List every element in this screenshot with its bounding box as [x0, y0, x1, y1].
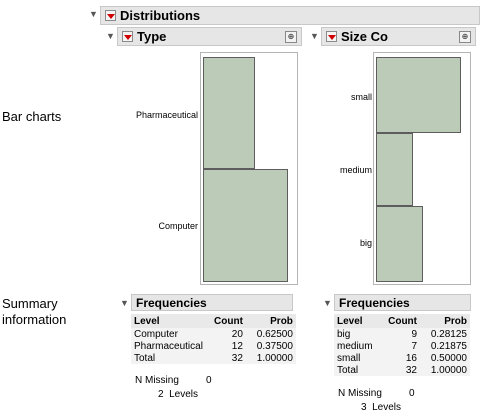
type-tick-computer: Computer [158, 221, 198, 231]
table-row: small 16 0.50000 [334, 352, 470, 364]
count-cell: 9 [380, 328, 420, 340]
table-row: Total 32 1.00000 [131, 352, 296, 364]
report-options-icon[interactable]: ⊕ [459, 30, 471, 43]
type-menu-icon[interactable] [122, 31, 133, 42]
bar-medium [376, 133, 413, 206]
freq-size-panel: Level Count Prob big 9 0.28125 medium 7 … [334, 314, 470, 376]
bar-pharmaceutical [203, 57, 255, 169]
size-menu-icon[interactable] [326, 31, 337, 42]
size-tick-small: small [350, 92, 372, 102]
freq-type-levels: 2 Levels [158, 389, 199, 400]
table-row: Computer 20 0.62500 [131, 328, 296, 340]
col-prob: Prob [420, 314, 470, 328]
prob-cell: 0.28125 [420, 328, 470, 340]
freq-type-panel: Level Count Prob Computer 20 0.62500 Pha… [131, 314, 296, 364]
prob-cell: 0.37500 [245, 340, 296, 352]
size-header: Size Co ⊕ [321, 27, 476, 46]
distributions-disclosure-icon[interactable]: ▼ [89, 9, 98, 19]
level-cell: big [334, 328, 380, 340]
distributions-menu-icon[interactable] [105, 10, 116, 21]
table-row: medium 7 0.21875 [334, 340, 470, 352]
level-cell: medium [334, 340, 380, 352]
bar-charts-annotation: Bar charts [2, 109, 62, 124]
distributions-title: Distributions [120, 8, 201, 23]
freq-type-disclosure-icon[interactable]: ▼ [120, 298, 129, 308]
type-tick-pharmaceutical: Pharmaceutical [135, 110, 198, 120]
bar-computer [203, 169, 288, 282]
count-cell: 16 [380, 352, 420, 364]
count-cell: 32 [205, 352, 246, 364]
report-options-icon[interactable]: ⊕ [285, 30, 297, 43]
level-cell: Computer [131, 328, 206, 340]
prob-cell: 1.00000 [420, 364, 470, 376]
size-tick-medium: medium [339, 165, 372, 175]
freq-type-n-missing-label: N Missing [135, 375, 179, 386]
prob-cell: 0.50000 [420, 352, 470, 364]
size-bar-chart [373, 52, 471, 285]
summary-annotation-line2: information [2, 312, 67, 327]
freq-type-table: Level Count Prob Computer 20 0.62500 Pha… [131, 314, 296, 364]
freq-size-table: Level Count Prob big 9 0.28125 medium 7 … [334, 314, 470, 376]
type-disclosure-icon[interactable]: ▼ [106, 31, 115, 41]
col-count: Count [380, 314, 420, 328]
col-level: Level [334, 314, 380, 328]
size-title: Size Co [341, 29, 388, 44]
freq-type-header: Frequencies [131, 294, 293, 311]
level-cell: Total [334, 364, 380, 376]
freq-size-header: Frequencies [334, 294, 471, 311]
prob-cell: 0.21875 [420, 340, 470, 352]
size-tick-big: big [359, 238, 372, 248]
count-cell: 32 [380, 364, 420, 376]
prob-cell: 1.00000 [245, 352, 296, 364]
type-bar-chart [200, 52, 298, 285]
bar-big [376, 206, 423, 282]
bar-small [376, 57, 461, 133]
level-cell: small [334, 352, 380, 364]
table-row: big 9 0.28125 [334, 328, 470, 340]
count-cell: 20 [205, 328, 246, 340]
prob-cell: 0.62500 [245, 328, 296, 340]
size-disclosure-icon[interactable]: ▼ [310, 31, 319, 41]
col-level: Level [131, 314, 206, 328]
freq-size-levels: 3 Levels [361, 402, 402, 413]
freq-size-n-missing-value: 0 [409, 388, 415, 399]
table-row: Total 32 1.00000 [334, 364, 470, 376]
col-prob: Prob [245, 314, 296, 328]
freq-size-disclosure-icon[interactable]: ▼ [323, 298, 332, 308]
summary-annotation-line1: Summary [2, 296, 58, 311]
level-cell: Pharmaceutical [131, 340, 206, 352]
count-cell: 12 [205, 340, 246, 352]
freq-type-n-missing-value: 0 [206, 375, 212, 386]
type-title: Type [137, 29, 167, 44]
count-cell: 7 [380, 340, 420, 352]
col-count: Count [205, 314, 246, 328]
freq-size-n-missing-label: N Missing [338, 388, 382, 399]
level-cell: Total [131, 352, 206, 364]
table-row: Pharmaceutical 12 0.37500 [131, 340, 296, 352]
distributions-header: Distributions [100, 6, 480, 25]
type-header: Type ⊕ [117, 27, 302, 46]
